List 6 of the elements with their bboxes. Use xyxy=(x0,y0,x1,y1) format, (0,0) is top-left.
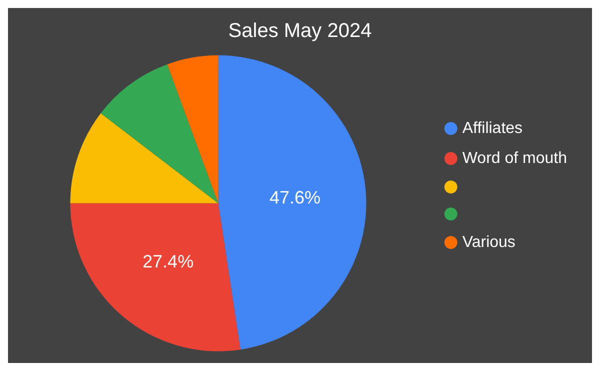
legend-label: Various xyxy=(462,234,516,251)
legend-label: Affiliates xyxy=(462,120,523,137)
chart-title: Sales May 2024 xyxy=(228,20,372,42)
data-label: 47.6% xyxy=(270,187,321,208)
legend-label: Word of mouth xyxy=(462,150,567,167)
data-label: 27.4% xyxy=(142,252,194,272)
